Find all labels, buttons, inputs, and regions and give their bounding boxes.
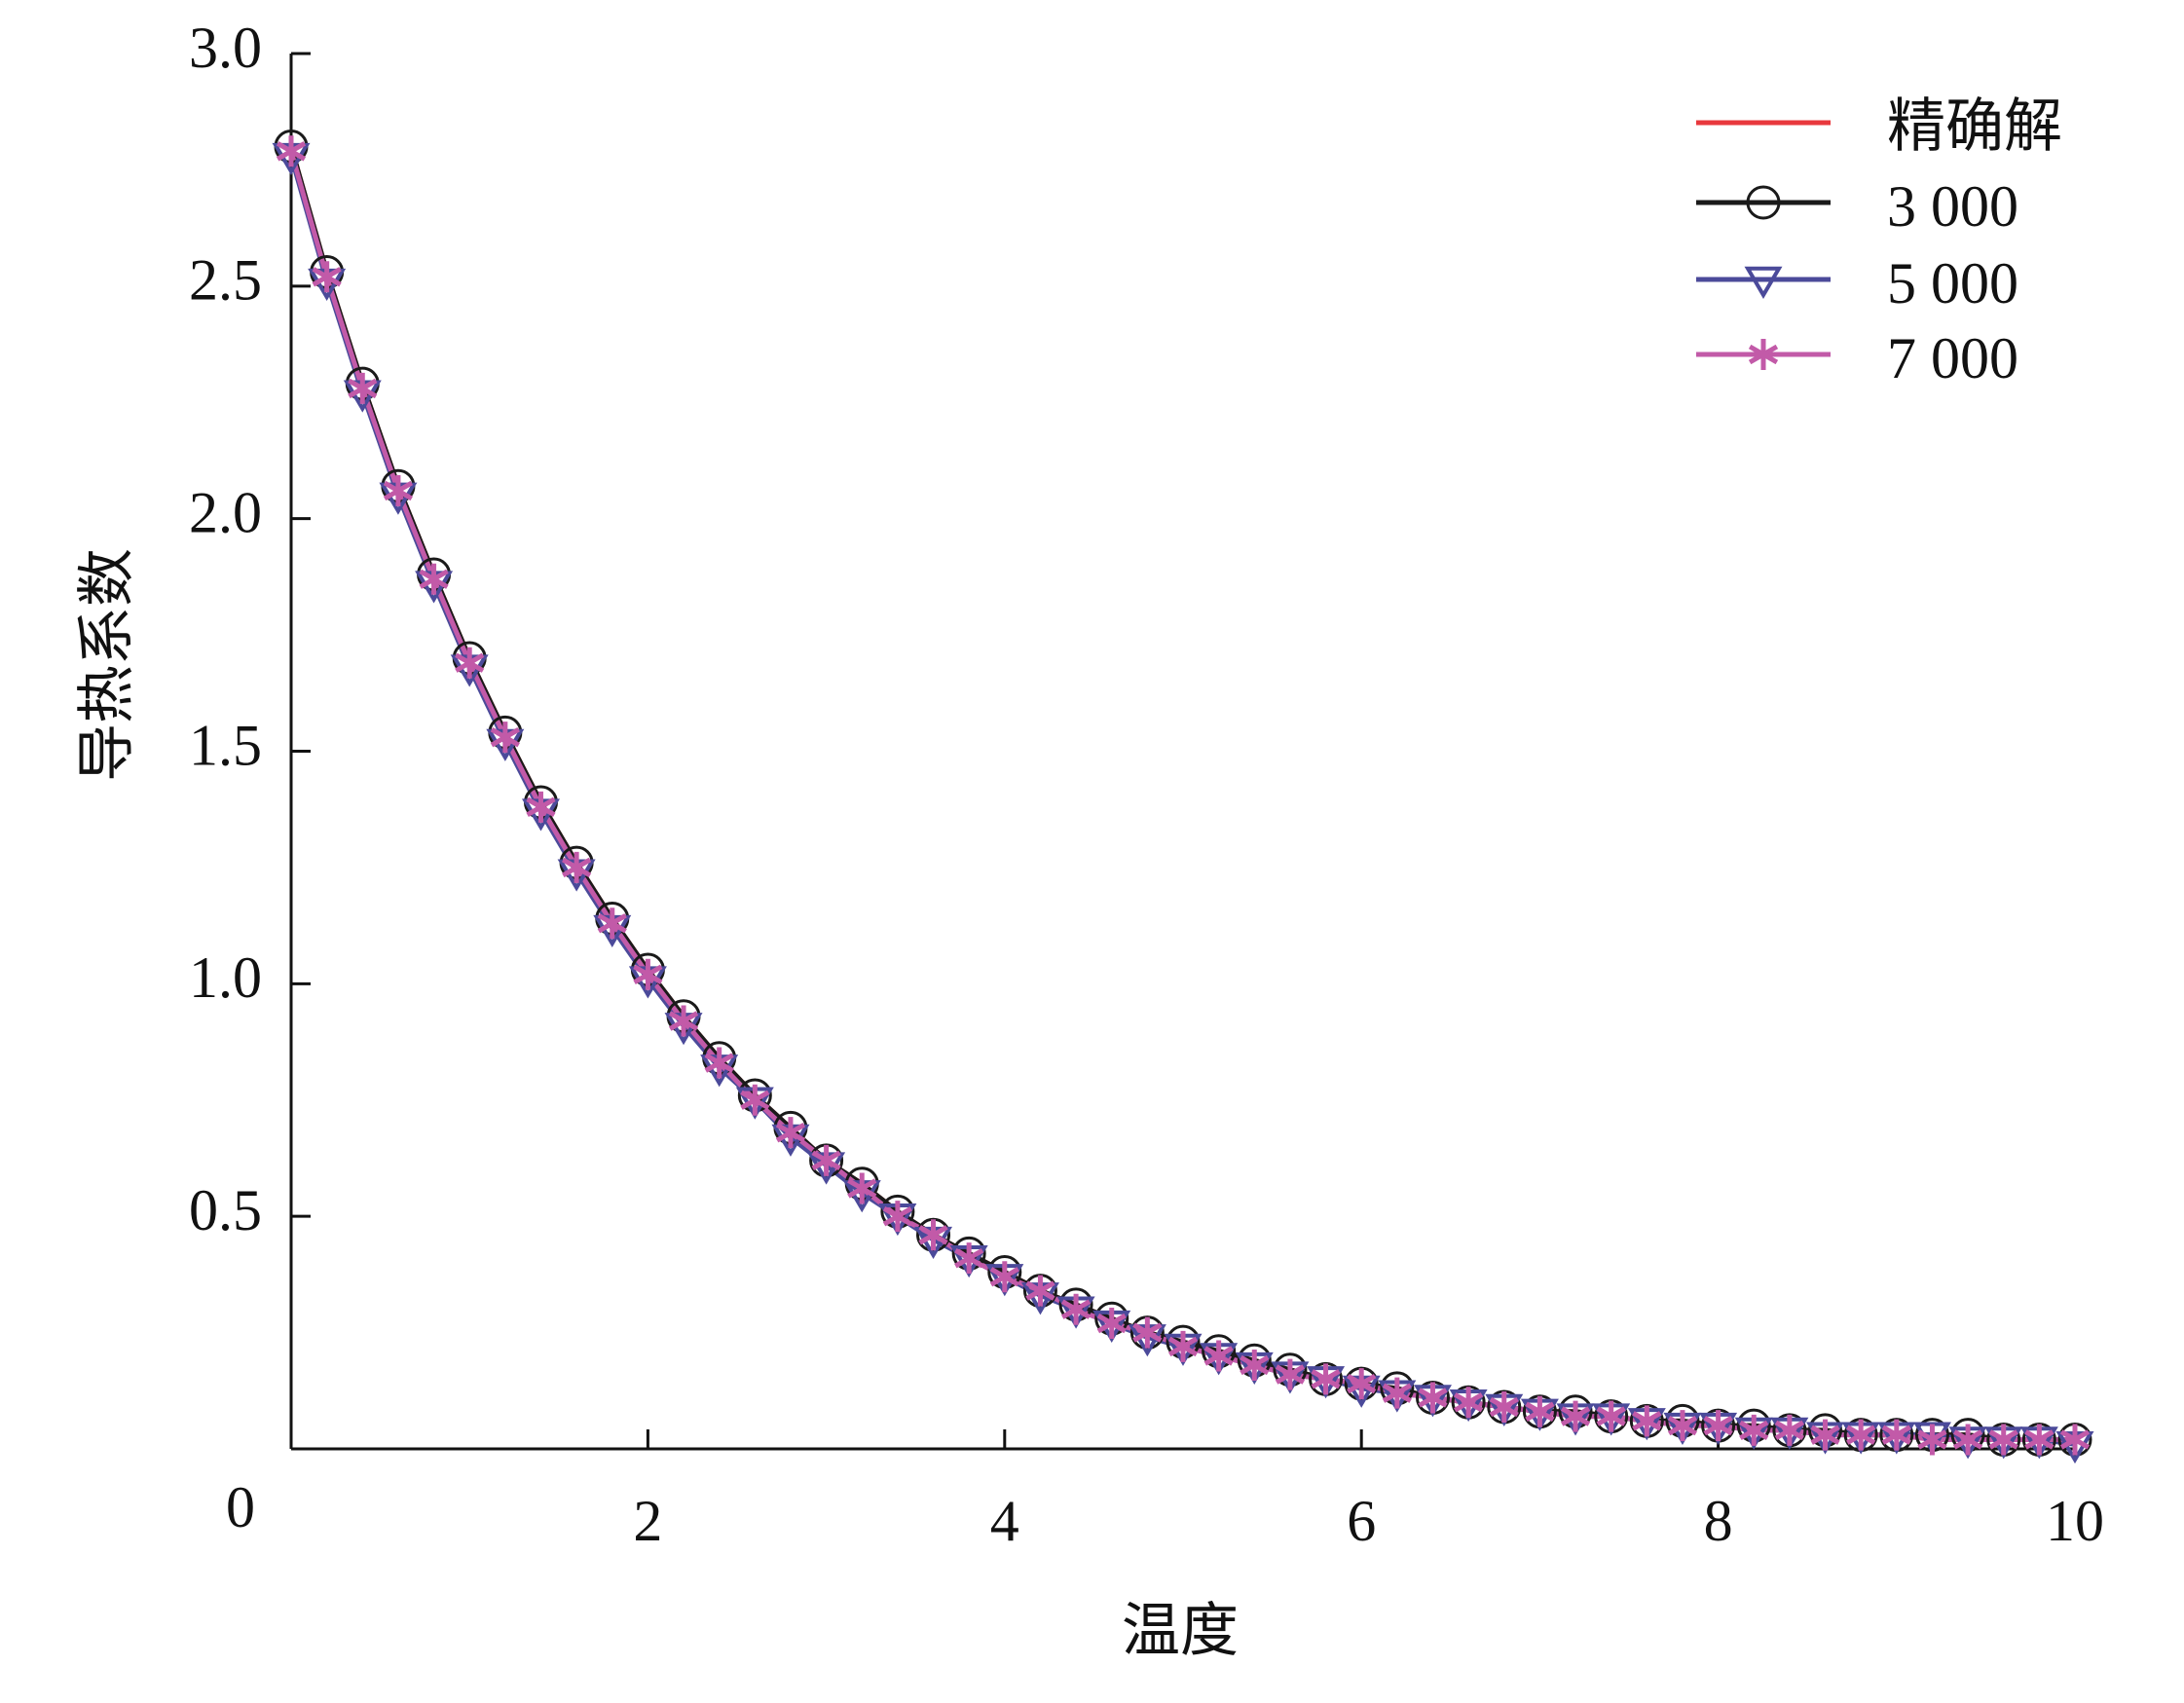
- marker: [1748, 339, 1779, 370]
- marker: [276, 135, 307, 167]
- marker: [1025, 1275, 1055, 1307]
- marker: [2059, 1424, 2091, 1456]
- marker: [954, 1242, 984, 1275]
- marker: [1632, 1405, 1662, 1437]
- y-tick-label: 0.5: [189, 1178, 262, 1242]
- marker: [989, 1261, 1019, 1293]
- y-tick-label: 3.0: [189, 16, 262, 80]
- marker: [1560, 1400, 1591, 1432]
- y-tick-label: 2.0: [189, 480, 262, 544]
- x-tick-label: 10: [2046, 1489, 2104, 1553]
- x-tick-label: 8: [1704, 1489, 1733, 1553]
- marker: [882, 1201, 912, 1233]
- marker: [597, 907, 627, 940]
- marker: [1917, 1424, 1947, 1456]
- marker: [419, 563, 449, 595]
- marker: [1418, 1382, 1448, 1414]
- marker: [704, 1047, 734, 1079]
- marker: [847, 1172, 877, 1204]
- marker: [1454, 1387, 1484, 1419]
- legend-label: 5 000: [1887, 251, 2018, 315]
- marker: [1275, 1358, 1306, 1390]
- marker: [1744, 266, 1783, 299]
- marker: [1988, 1424, 2018, 1456]
- marker: [1596, 1400, 1626, 1432]
- marker: [1667, 1410, 1698, 1442]
- marker: [775, 1117, 806, 1149]
- marker: [668, 1005, 699, 1037]
- marker: [1952, 1424, 1983, 1456]
- marker: [1774, 1414, 1804, 1446]
- legend-label: 7 000: [1887, 326, 2018, 390]
- marker: [918, 1219, 948, 1251]
- marker: [383, 475, 414, 507]
- marker: [1881, 1419, 1911, 1451]
- y-axis-title: 导热系数: [75, 548, 139, 782]
- marker: [1060, 1293, 1092, 1325]
- series-line: [288, 145, 2075, 1442]
- series-line: [288, 145, 2075, 1442]
- legend-label: 精确解: [1887, 94, 2062, 159]
- x-tick-label: 0: [226, 1475, 255, 1539]
- marker: [1382, 1377, 1412, 1409]
- marker: [811, 1144, 841, 1176]
- x-tick-label: 4: [990, 1489, 1019, 1553]
- marker: [1347, 1368, 1377, 1400]
- marker: [1810, 1419, 1840, 1451]
- marker: [1203, 1340, 1234, 1372]
- marker: [1739, 1414, 1769, 1446]
- y-tick-label: 1.0: [189, 945, 262, 1010]
- y-tick-label: 1.5: [189, 713, 262, 777]
- marker: [1132, 1316, 1163, 1349]
- marker: [633, 958, 663, 990]
- x-axis-title: 温度: [1122, 1599, 1239, 1663]
- marker: [1240, 1350, 1270, 1382]
- marker: [1096, 1308, 1127, 1340]
- y-tick-label: 2.5: [189, 248, 262, 313]
- marker: [490, 722, 520, 754]
- marker: [1525, 1395, 1555, 1427]
- x-tick-label: 2: [633, 1489, 662, 1553]
- marker: [348, 372, 378, 404]
- marker: [1489, 1391, 1519, 1424]
- marker: [1167, 1330, 1199, 1362]
- marker: [1746, 185, 1781, 220]
- x-tick-label: 6: [1347, 1489, 1376, 1553]
- marker: [526, 791, 556, 823]
- marker: [1846, 1419, 1876, 1451]
- legend-label: 3 000: [1887, 174, 2018, 239]
- marker: [740, 1084, 770, 1116]
- marker: [455, 647, 485, 679]
- series-line: [288, 150, 2075, 1442]
- marker: [312, 261, 342, 293]
- marker: [1703, 1410, 1733, 1442]
- marker: [2024, 1424, 2054, 1456]
- marker: [562, 851, 592, 883]
- marker: [1311, 1363, 1341, 1395]
